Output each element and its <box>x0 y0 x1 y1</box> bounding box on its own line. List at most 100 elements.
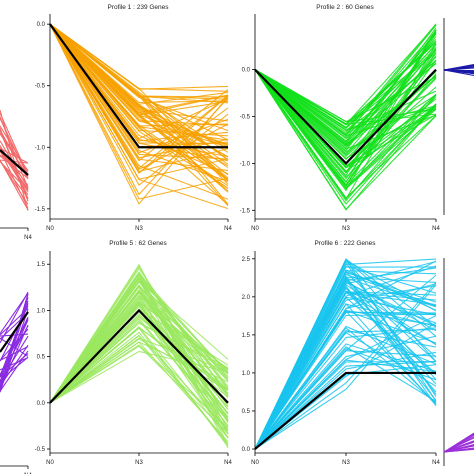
mean-line <box>49 23 228 149</box>
x-tick-label: N3 <box>135 460 143 466</box>
profile-line <box>0 149 29 209</box>
profile-line <box>0 316 29 376</box>
profile-line <box>49 23 229 207</box>
partial-panel-left-bottom: N4 <box>0 291 32 474</box>
profile-line <box>254 50 437 126</box>
profile-line <box>254 69 437 150</box>
profile-line <box>49 23 229 175</box>
y-tick-label: -0.5 <box>240 115 251 121</box>
profile-line <box>254 271 437 450</box>
profile-line <box>49 286 229 439</box>
mean-line <box>0 311 29 353</box>
profile-line <box>443 66 474 71</box>
x-tick-label: N3 <box>342 460 350 466</box>
profile-line <box>254 313 437 450</box>
profile-line <box>49 23 229 205</box>
profile-line <box>49 23 229 146</box>
profile-line <box>0 118 29 177</box>
panel-title: Profile 6 : 222 Genes <box>314 240 376 247</box>
partial-panel-right-bottom <box>443 258 474 466</box>
y-tick-label: 2.0 <box>242 295 251 301</box>
partial-panel-right-top <box>443 18 474 215</box>
profile-line <box>49 23 229 189</box>
x-tick-label: N0 <box>46 460 54 466</box>
profile-line <box>254 69 437 211</box>
y-tick-label: 0.0 <box>242 447 251 453</box>
profile-line <box>49 326 229 439</box>
y-tick-label: 1.5 <box>242 333 251 339</box>
mean-line <box>0 149 29 176</box>
profile-line <box>0 132 29 171</box>
profile-line <box>0 140 29 189</box>
y-tick-label: 0.5 <box>242 409 251 415</box>
y-tick-label: -1.5 <box>240 208 251 214</box>
y-tick-label: -0.5 <box>35 447 46 453</box>
profile-line <box>49 337 229 404</box>
profile-line <box>49 23 229 174</box>
profile-line <box>254 285 437 450</box>
profile-line <box>254 69 437 190</box>
profile-line <box>254 52 437 174</box>
profile-line <box>49 316 229 404</box>
profile-line <box>0 325 29 378</box>
profile-line <box>254 327 437 450</box>
mean-line <box>49 308 229 404</box>
x-tick-label: N4 <box>24 235 32 241</box>
y-tick-label: 0.5 <box>37 355 46 361</box>
profile-line <box>0 350 29 392</box>
panel-title: Profile 1 : 239 Genes <box>107 4 169 11</box>
y-tick-label: 0.0 <box>37 401 46 407</box>
profile-line <box>254 347 437 450</box>
panel-profile-1: Profile 1 : 239 Genes 0.0 -0.5 -1.0 -1.5 N0 N… <box>35 4 233 232</box>
profile-line <box>0 356 29 381</box>
profile-line <box>49 314 229 404</box>
panel-profile-2: Profile 2 : 60 Genes 0.0 -0.5 -1.0 -1.5 N0 N3… <box>240 4 441 232</box>
profile-line <box>49 23 229 187</box>
profile-line <box>49 291 229 404</box>
partial-panel-left-top: N4 <box>0 109 32 241</box>
mean-line <box>254 68 437 165</box>
profile-line <box>49 23 229 160</box>
x-tick-label: N4 <box>432 460 440 466</box>
profile-line <box>49 331 229 445</box>
profile-line <box>49 23 229 200</box>
profile-line <box>443 69 474 75</box>
profile-line <box>254 55 437 180</box>
profile-line <box>49 23 229 141</box>
profile-line <box>49 23 229 147</box>
profile-line <box>254 335 437 450</box>
mean-line <box>254 371 436 450</box>
profile-line <box>254 302 437 450</box>
x-tick-label: N0 <box>46 226 54 232</box>
x-tick-label: N3 <box>135 226 143 232</box>
profile-line <box>49 344 229 428</box>
y-tick-label: -1.0 <box>240 161 251 167</box>
profile-line <box>49 265 229 423</box>
profile-line <box>254 30 437 135</box>
panel-profile-5: Profile 5 : 62 Genes 1.5 1.0 0.5 0.0 -0.5 N0 N… <box>35 240 233 466</box>
profile-line <box>254 287 437 450</box>
profile-line <box>49 23 229 185</box>
profile-line <box>254 69 437 186</box>
profile-line <box>0 307 29 336</box>
y-tick-label: -1.0 <box>35 145 46 151</box>
y-tick-label: 0.0 <box>37 22 46 28</box>
profile-line <box>0 161 29 192</box>
profile-line <box>254 284 437 450</box>
y-tick-label: 0.0 <box>242 68 251 74</box>
profile-line <box>49 301 229 404</box>
profile-line <box>49 23 229 141</box>
profile-line <box>0 109 29 211</box>
profile-line <box>0 357 29 371</box>
y-tick-label: 1.5 <box>37 262 46 268</box>
profile-line <box>0 346 29 361</box>
y-tick-label: -1.5 <box>35 207 46 213</box>
profile-line <box>254 29 437 177</box>
profile-line <box>254 258 437 450</box>
profile-line <box>254 329 437 450</box>
y-tick-label: -0.5 <box>35 84 46 90</box>
profile-line <box>254 60 437 136</box>
y-tick-label: 2.5 <box>242 257 251 263</box>
profile-line <box>443 433 474 453</box>
